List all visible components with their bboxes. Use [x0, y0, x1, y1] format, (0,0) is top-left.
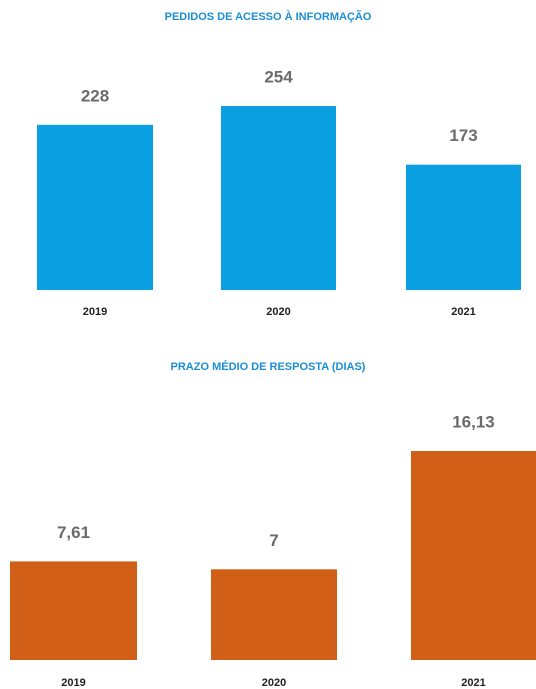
category-label: 2019 [61, 677, 85, 689]
value-label: 7,61 [57, 523, 90, 542]
bar [37, 124, 153, 290]
bar [211, 569, 337, 660]
category-label: 2020 [266, 306, 290, 318]
category-label: 2019 [83, 306, 107, 318]
value-label: 7 [269, 531, 278, 550]
value-label: 254 [264, 67, 293, 86]
value-label: 173 [449, 126, 477, 145]
category-label: 2021 [451, 306, 475, 318]
chart-title: PRAZO MÉDIO DE RESPOSTA (DIAS) [171, 360, 366, 373]
bar [406, 164, 521, 290]
value-label: 16,13 [452, 412, 495, 431]
value-label: 228 [81, 86, 109, 105]
category-label: 2021 [461, 677, 485, 689]
chart-title: PEDIDOS DE ACESSO À INFORMAÇÃO [165, 10, 372, 23]
category-label: 2020 [262, 677, 286, 689]
bar [221, 106, 336, 290]
bar [10, 561, 137, 660]
bar [411, 451, 536, 660]
